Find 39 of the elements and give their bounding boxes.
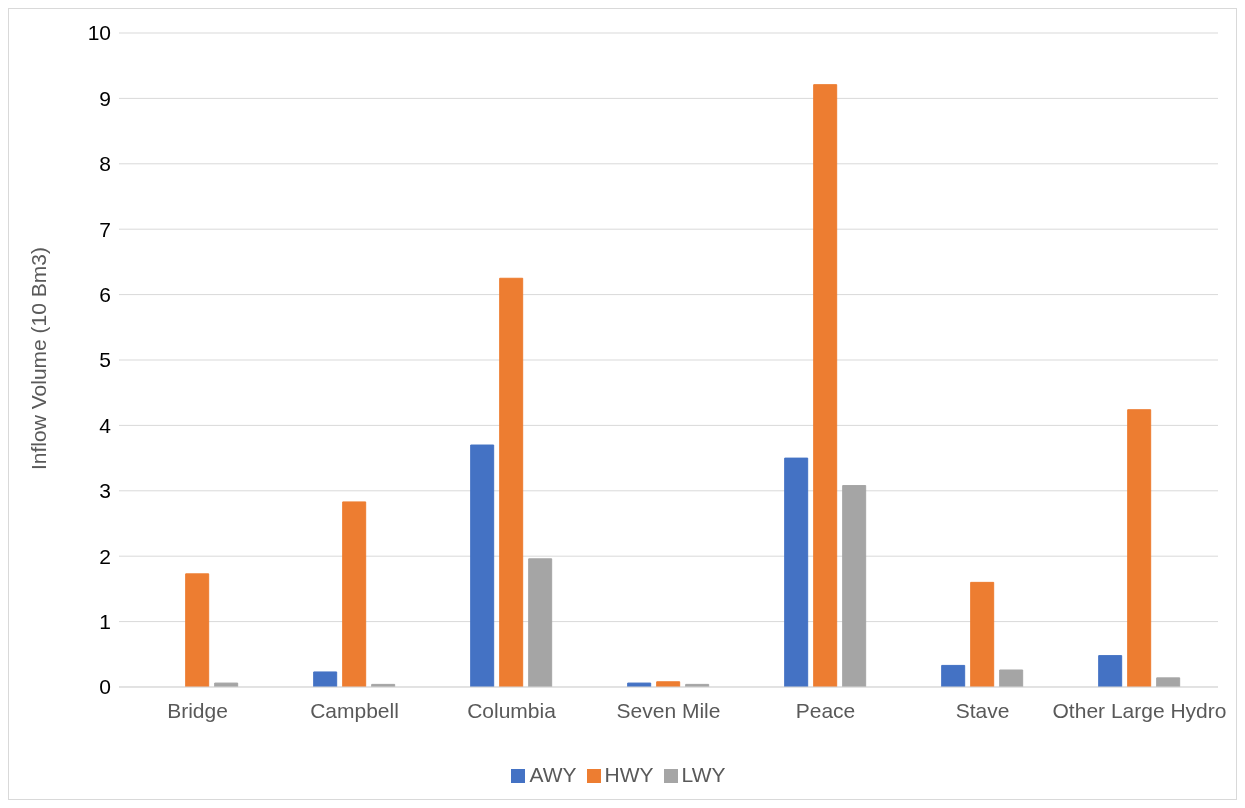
- bar: [970, 581, 995, 687]
- y-tick-label: 2: [99, 544, 111, 568]
- y-tick-label: 10: [87, 21, 111, 45]
- legend-label: LWY: [681, 763, 726, 786]
- y-tick-label: 8: [99, 152, 111, 176]
- bar: [784, 457, 809, 687]
- bar: [1156, 677, 1181, 687]
- bar: [528, 558, 553, 687]
- x-tick-label: Stave: [955, 698, 1010, 722]
- y-tick-label: 0: [99, 675, 111, 699]
- x-tick-label: Seven Mile: [616, 698, 721, 722]
- x-tick-label: Columbia: [467, 698, 557, 722]
- y-tick-label: 4: [99, 413, 112, 437]
- legend-label: AWY: [529, 763, 577, 786]
- y-tick-label: 7: [99, 217, 111, 241]
- x-tick-label: Campbell: [310, 698, 399, 722]
- y-tick-label: 9: [99, 86, 111, 110]
- bar: [313, 671, 338, 687]
- bar: [499, 277, 524, 687]
- bar: [185, 573, 210, 687]
- bar: [813, 84, 838, 687]
- legend-label: HWY: [604, 763, 654, 786]
- y-tick-label: 6: [99, 283, 111, 307]
- bar: [214, 682, 239, 687]
- y-tick-label: 3: [99, 479, 111, 503]
- bar: [999, 669, 1024, 687]
- y-tick-label: 1: [99, 610, 111, 634]
- bar: [941, 664, 966, 687]
- bar: [470, 444, 495, 687]
- y-axis-title: Inflow Volume (10 Bm3): [27, 247, 51, 470]
- bar: [342, 501, 367, 687]
- bar: [1127, 409, 1152, 687]
- x-tick-label: Peace: [795, 698, 856, 722]
- bar: [627, 682, 652, 687]
- x-tick-label: Bridge: [167, 698, 228, 722]
- y-tick-label: 5: [99, 348, 111, 372]
- x-tick-label: Other Large Hydro: [1052, 698, 1227, 722]
- bar: [842, 485, 867, 687]
- bar: [1098, 655, 1123, 687]
